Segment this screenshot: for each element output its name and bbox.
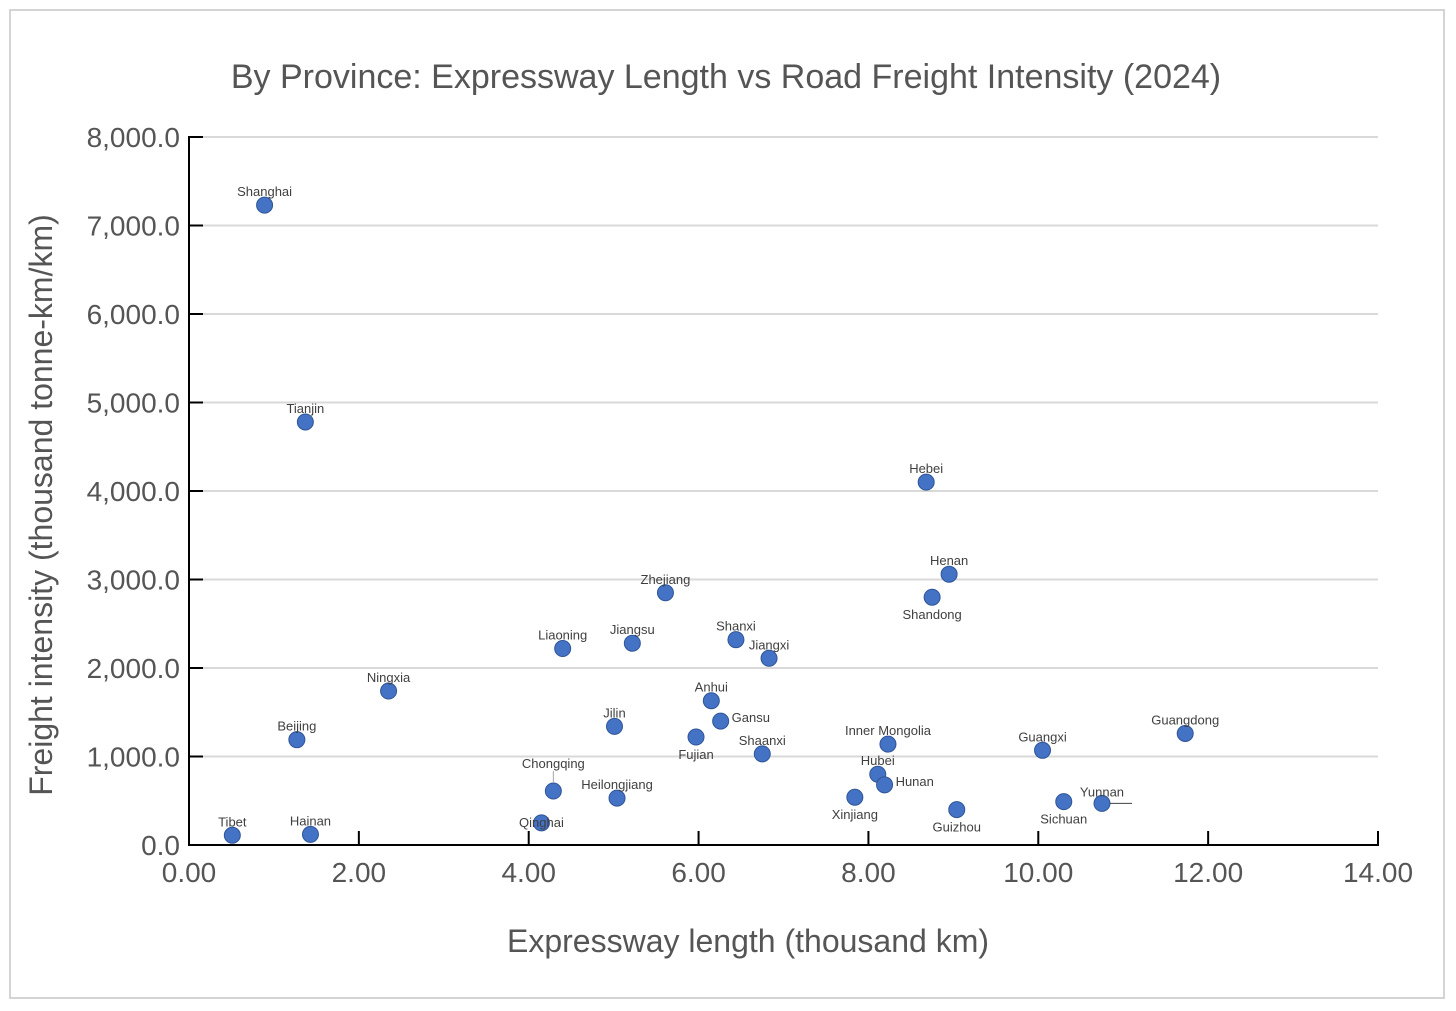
data-label: Jiangsu	[610, 622, 655, 637]
data-point-shanxi[interactable]	[727, 631, 745, 649]
data-point-jilin[interactable]	[605, 717, 623, 735]
y-tick-label: 3,000.0	[87, 565, 180, 596]
data-point-tibet[interactable]	[223, 826, 241, 844]
data-point-jiangxi[interactable]	[760, 649, 778, 667]
x-tick-label: 12.00	[1173, 857, 1243, 888]
data-label: Qinghai	[519, 815, 564, 830]
x-tick-label: 0.00	[162, 857, 217, 888]
data-point-jiangsu[interactable]	[623, 634, 641, 652]
x-tick-label: 10.00	[1003, 857, 1073, 888]
data-label: Shaanxi	[739, 733, 786, 748]
x-tick-label: 6.00	[671, 857, 726, 888]
data-point-shaanxi[interactable]	[753, 745, 771, 763]
data-label: Tianjin	[286, 401, 324, 416]
grid-lines	[189, 136, 1378, 758]
data-label: Guizhou	[933, 820, 981, 835]
data-label: Hebei	[909, 461, 943, 476]
data-point-hunan[interactable]	[876, 776, 894, 794]
data-label: Zhejiang	[641, 572, 691, 587]
data-point-guangdong[interactable]	[1176, 724, 1194, 742]
data-labels: Shanghai Tianjin Hebei Henan Shandong Zhejian…	[218, 184, 1219, 834]
data-label: Yunnan	[1080, 784, 1124, 799]
data-label: Shanghai	[237, 184, 292, 199]
data-label: Heilongjiang	[581, 777, 653, 792]
y-tick-label: 0.0	[141, 830, 180, 861]
y-tick-label: 5,000.0	[87, 388, 180, 419]
data-label: Sichuan	[1040, 812, 1087, 827]
data-label: Inner Mongolia	[845, 723, 932, 738]
data-label: Guangdong	[1151, 712, 1219, 727]
data-point-gansu[interactable]	[712, 712, 730, 730]
data-label: Beijing	[277, 719, 316, 734]
chart-title: By Province: Expressway Length vs Road F…	[231, 58, 1221, 96]
x-tick-label: 4.00	[501, 857, 556, 888]
data-point-xinjiang[interactable]	[846, 788, 864, 806]
data-point-hainan[interactable]	[301, 825, 319, 843]
y-tick-label: 1,000.0	[87, 742, 180, 773]
data-label: Ningxia	[367, 670, 411, 685]
data-label: Tibet	[218, 814, 247, 829]
y-tick-label: 8,000.0	[87, 122, 180, 153]
y-axis-title: Freight intensity (thousand tonne-km/km)	[23, 214, 59, 796]
data-point-anhui[interactable]	[702, 692, 720, 710]
data-label: Guangxi	[1018, 729, 1067, 744]
data-label: Henan	[930, 553, 968, 568]
data-label: Jilin	[603, 705, 625, 720]
data-label: Chongqing	[522, 756, 585, 771]
y-tick-label: 2,000.0	[87, 653, 180, 684]
y-tick-label: 7,000.0	[87, 211, 180, 242]
data-label: Fujian	[678, 747, 713, 762]
x-tick-label: 2.00	[332, 857, 387, 888]
data-label: Gansu	[732, 710, 770, 725]
data-label: Anhui	[695, 680, 728, 695]
data-label: Xinjiang	[832, 807, 878, 822]
data-point-shandong[interactable]	[923, 588, 941, 606]
data-label: Liaoning	[538, 628, 587, 643]
data-point-zhejiang[interactable]	[656, 584, 674, 602]
data-point-hebei[interactable]	[917, 473, 935, 491]
data-point-qinghai[interactable]	[532, 814, 550, 832]
data-point-henan[interactable]	[940, 565, 958, 583]
data-label: Jiangxi	[749, 637, 790, 652]
data-point-sichuan[interactable]	[1055, 793, 1073, 811]
axes	[188, 136, 1379, 846]
data-point-guangxi[interactable]	[1034, 741, 1052, 759]
x-axis-title: Expressway length (thousand km)	[507, 923, 989, 959]
data-point-chongqing[interactable]	[544, 782, 562, 800]
data-point-beijing[interactable]	[288, 731, 306, 749]
data-point-guizhou[interactable]	[948, 801, 966, 819]
data-point-tianjin[interactable]	[296, 413, 314, 431]
data-point-fujian[interactable]	[687, 728, 705, 746]
data-label: Shandong	[902, 607, 961, 622]
data-label: Hunan	[896, 774, 934, 789]
data-point-liaoning[interactable]	[554, 640, 572, 658]
data-point-inner-mongolia[interactable]	[879, 735, 897, 753]
x-tick-label: 14.00	[1343, 857, 1413, 888]
data-label: Shanxi	[716, 619, 756, 634]
data-label: Hainan	[290, 813, 331, 828]
data-point-shanghai[interactable]	[256, 196, 274, 214]
x-tick-label: 8.00	[841, 857, 896, 888]
data-point-ningxia[interactable]	[380, 682, 398, 700]
data-point-heilongjiang[interactable]	[608, 789, 626, 807]
data-label: Hubei	[861, 753, 895, 768]
tick-labels: 0.0 1,000.0 2,000.0 3,000.0 4,000.0 5,000.0 6,…	[87, 122, 1413, 888]
chart-frame	[9, 9, 1445, 999]
y-tick-label: 4,000.0	[87, 476, 180, 507]
data-points	[223, 196, 1194, 844]
y-tick-label: 6,000.0	[87, 299, 180, 330]
